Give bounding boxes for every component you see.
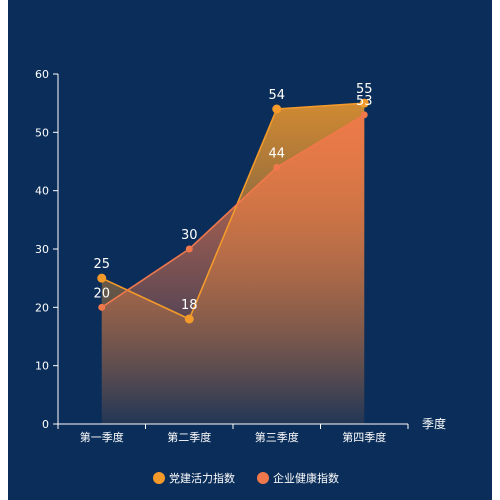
x-tick-label: 第二季度 xyxy=(167,430,211,444)
legend-label[interactable]: 党建活力指数 xyxy=(169,471,235,485)
data-point[interactable] xyxy=(97,273,107,283)
data-label: 30 xyxy=(181,228,198,243)
x-tick-label: 第一季度 xyxy=(80,430,124,444)
data-label: 18 xyxy=(181,298,198,313)
data-point[interactable] xyxy=(185,245,193,253)
data-point[interactable] xyxy=(98,303,106,311)
x-tick-label: 第四季度 xyxy=(342,430,386,444)
y-tick-label: 40 xyxy=(35,185,49,198)
y-tick-label: 50 xyxy=(35,126,49,139)
legend[interactable]: 党建活力指数 企业健康指数 xyxy=(153,471,339,485)
legend-label[interactable]: 企业健康指数 xyxy=(273,471,339,485)
y-tick-label: 60 xyxy=(35,68,49,81)
legend-marker[interactable] xyxy=(257,472,269,484)
data-labels: 25 18 54 55 20 30 44 53 xyxy=(93,82,372,313)
data-point[interactable] xyxy=(273,163,281,171)
legend-marker[interactable] xyxy=(153,472,165,484)
data-point[interactable] xyxy=(184,314,194,324)
data-point[interactable] xyxy=(272,104,282,114)
series-points xyxy=(97,98,369,324)
x-axis-title: 季度 xyxy=(422,416,446,431)
chart-axes: 0 10 20 30 40 50 60 第一季度 第二季度 第三季度 第四季度 季度 xyxy=(35,68,446,444)
series-areas xyxy=(101,103,365,425)
y-tick-label: 20 xyxy=(35,301,49,314)
data-label: 55 xyxy=(356,82,373,97)
data-label: 54 xyxy=(268,88,285,103)
series-line-1 xyxy=(101,102,365,321)
data-label: 44 xyxy=(268,146,285,161)
data-label: 25 xyxy=(93,257,110,272)
y-tick-label: 30 xyxy=(35,243,49,256)
data-point[interactable] xyxy=(359,98,369,108)
series-lines xyxy=(101,102,365,321)
series-line-2 xyxy=(101,114,365,308)
data-point[interactable] xyxy=(360,111,368,119)
y-tick-label: 10 xyxy=(35,360,49,373)
x-tick-label: 第三季度 xyxy=(255,430,299,444)
data-label: 53 xyxy=(356,94,373,109)
data-label: 20 xyxy=(93,286,110,301)
y-tick-label: 0 xyxy=(42,418,49,431)
series-area-2 xyxy=(101,114,365,424)
